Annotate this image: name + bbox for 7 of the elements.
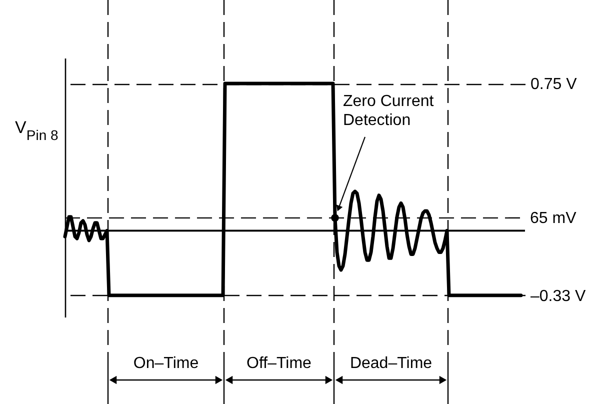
y-tick-label: 0.75 V: [530, 76, 578, 94]
ref-line-label: 65 mV: [530, 210, 577, 227]
annotation: Zero Current Detection: [343, 92, 434, 129]
text: On–Time: [133, 355, 199, 372]
y-tick-label: –0.33 V: [530, 288, 586, 305]
text: Off–Time: [246, 355, 312, 372]
text: Dead–Time: [350, 355, 432, 372]
